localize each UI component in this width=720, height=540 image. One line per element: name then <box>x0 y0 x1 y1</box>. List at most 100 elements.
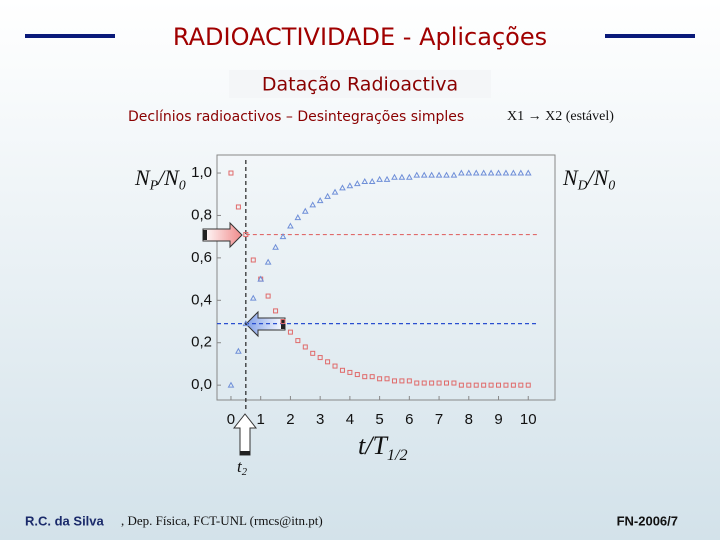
point <box>227 381 235 388</box>
y2-axis-label-part: N <box>562 165 579 190</box>
point <box>354 372 360 378</box>
slide-title: RADIOACTIVIDADE - Aplicações <box>173 23 547 51</box>
point <box>309 201 317 208</box>
y-tick-label: 0,6 <box>191 249 212 266</box>
point <box>294 214 302 221</box>
plot-frame <box>216 154 556 401</box>
point <box>310 350 316 356</box>
point <box>421 380 427 386</box>
point <box>235 204 241 210</box>
point <box>287 222 294 229</box>
x-tick-label: 0 <box>227 411 235 428</box>
point <box>347 369 353 375</box>
point <box>228 170 234 176</box>
y-tick-label: 0,4 <box>191 291 212 308</box>
point <box>466 382 472 388</box>
y-axis-label-part: N <box>134 165 151 190</box>
point <box>495 169 502 176</box>
y-tick-label: 0,8 <box>191 206 212 223</box>
point <box>420 171 428 178</box>
arrow-right <box>202 221 243 249</box>
point <box>398 173 406 180</box>
x-axis-label: t/T1/2 <box>358 431 408 464</box>
x-tick-label: 9 <box>494 411 502 428</box>
point <box>414 380 420 386</box>
y-tick-label: 0,2 <box>191 334 212 351</box>
point <box>450 171 458 178</box>
point <box>496 382 502 388</box>
point <box>339 184 346 191</box>
arrow-tail <box>240 451 250 455</box>
point <box>332 363 338 369</box>
x-tick-label: 10 <box>520 411 537 428</box>
y-axis-label-part: P <box>149 178 158 193</box>
point <box>510 382 516 388</box>
point <box>243 232 249 238</box>
point <box>465 169 473 176</box>
y2-axis-label-part: /N <box>586 165 610 190</box>
point <box>428 171 435 178</box>
point <box>362 374 368 380</box>
point <box>339 367 345 373</box>
y-tick-label: 1,0 <box>191 164 212 181</box>
point <box>443 380 449 386</box>
footer-author: R.C. da Silva <box>25 513 105 528</box>
arrow-tail <box>203 230 207 240</box>
x-tick-label: 7 <box>435 411 443 428</box>
point <box>302 344 308 350</box>
point <box>510 169 517 176</box>
plot <box>216 154 556 401</box>
point <box>301 207 309 214</box>
point <box>405 173 413 180</box>
point <box>331 188 339 195</box>
arrow-up <box>232 413 258 456</box>
point <box>235 347 242 354</box>
point <box>265 293 271 299</box>
x-tick-label: 1 <box>257 411 265 428</box>
point <box>279 233 287 240</box>
line-text: Declínios radioactivos – Desintegrações … <box>128 109 464 125</box>
point <box>502 169 510 176</box>
point <box>480 169 488 176</box>
point <box>399 378 405 384</box>
annotation-part: t <box>237 457 243 476</box>
point <box>280 319 286 325</box>
point <box>451 380 457 386</box>
point <box>369 374 375 380</box>
point <box>384 376 390 382</box>
point <box>317 355 323 361</box>
point <box>443 171 450 178</box>
arrow-left <box>245 310 286 338</box>
x-tick-label: 8 <box>465 411 473 428</box>
point <box>503 382 509 388</box>
point <box>458 169 465 176</box>
point <box>391 378 397 384</box>
point <box>391 173 398 180</box>
point <box>361 177 369 185</box>
point <box>368 177 376 185</box>
point <box>436 380 442 386</box>
point <box>257 275 265 282</box>
point <box>458 382 464 388</box>
y-tick-label: 0,0 <box>191 376 212 393</box>
annotation-part: 2 <box>242 468 248 479</box>
point <box>473 382 479 388</box>
point <box>316 197 324 204</box>
point <box>242 320 250 327</box>
point <box>406 378 412 384</box>
point <box>324 192 331 199</box>
point <box>487 169 495 176</box>
y-axis-label-part: /N <box>156 165 180 190</box>
x-tick-label: 6 <box>405 411 413 428</box>
point <box>524 169 532 176</box>
subtitle-box <box>229 70 491 98</box>
slide-subtitle: Datação Radioactiva <box>262 74 458 96</box>
point <box>481 382 487 388</box>
point <box>346 182 354 189</box>
point <box>472 169 480 176</box>
point <box>376 175 383 182</box>
point <box>429 380 435 386</box>
y-axis-label-part: 0 <box>179 178 186 193</box>
point <box>273 308 279 314</box>
